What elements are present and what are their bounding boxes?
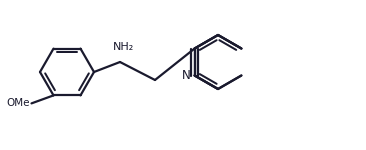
Text: NH₂: NH₂ bbox=[112, 42, 134, 52]
Text: OMe: OMe bbox=[6, 98, 30, 108]
Text: N: N bbox=[182, 69, 191, 82]
